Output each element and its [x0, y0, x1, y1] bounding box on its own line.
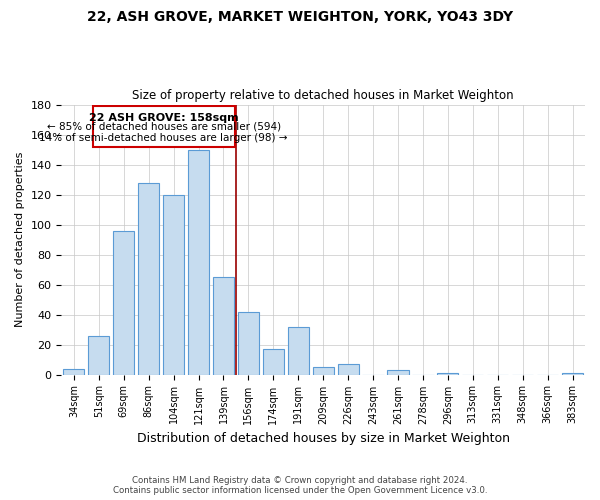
Bar: [113, 230, 134, 374]
Bar: [437, 373, 458, 374]
Bar: [238, 312, 259, 374]
Text: 22, ASH GROVE, MARKET WEIGHTON, YORK, YO43 3DY: 22, ASH GROVE, MARKET WEIGHTON, YORK, YO…: [87, 10, 513, 24]
Bar: [188, 150, 209, 374]
Y-axis label: Number of detached properties: Number of detached properties: [15, 152, 25, 327]
Bar: [88, 336, 109, 374]
Bar: [138, 182, 159, 374]
Bar: [213, 277, 234, 374]
X-axis label: Distribution of detached houses by size in Market Weighton: Distribution of detached houses by size …: [137, 432, 510, 445]
Text: ← 85% of detached houses are smaller (594): ← 85% of detached houses are smaller (59…: [47, 122, 281, 132]
Bar: [562, 373, 583, 374]
Bar: [388, 370, 409, 374]
Bar: [287, 326, 309, 374]
Bar: [63, 368, 85, 374]
Text: Contains HM Land Registry data © Crown copyright and database right 2024.
Contai: Contains HM Land Registry data © Crown c…: [113, 476, 487, 495]
Bar: [263, 349, 284, 374]
FancyBboxPatch shape: [92, 106, 235, 146]
Bar: [313, 367, 334, 374]
Text: 14% of semi-detached houses are larger (98) →: 14% of semi-detached houses are larger (…: [40, 132, 288, 142]
Bar: [163, 194, 184, 374]
Bar: [338, 364, 359, 374]
Text: 22 ASH GROVE: 158sqm: 22 ASH GROVE: 158sqm: [89, 113, 238, 123]
Title: Size of property relative to detached houses in Market Weighton: Size of property relative to detached ho…: [133, 89, 514, 102]
